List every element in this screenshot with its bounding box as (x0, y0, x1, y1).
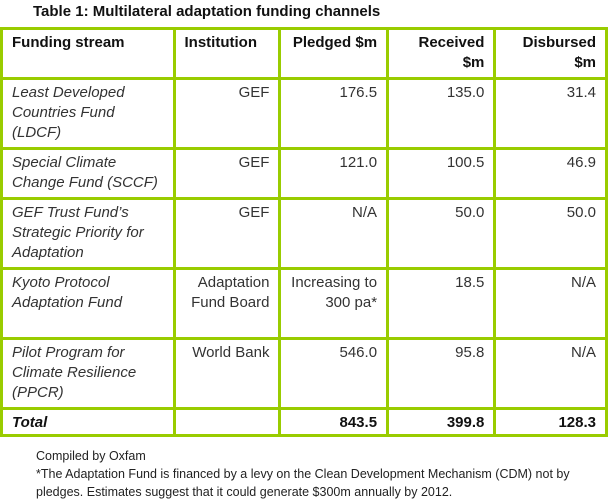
table-row: Kyoto Protocol Adaptation Fund Adaptation… (0, 267, 608, 340)
table-header-row: Funding stream Institution Pledged $m Re… (0, 27, 608, 80)
total-institution (172, 407, 282, 437)
cell-received: 95.8 (386, 337, 497, 410)
cell-institution: Adaptation Fund Board (172, 267, 282, 340)
cell-pledged: 546.0 (278, 337, 390, 410)
table-row: GEF Trust Fund’s Strategic Priority for … (0, 197, 608, 270)
cell-pledged: 121.0 (278, 147, 390, 200)
table-row: Special Climate Change Fund (SCCF) GEF 121… (0, 147, 608, 200)
cell-disbursed: 31.4 (493, 77, 608, 150)
cell-received: 18.5 (386, 267, 497, 340)
cell-institution: World Bank (172, 337, 282, 410)
cell-stream: Least Developed Countries Fund (LDCF) (0, 77, 176, 150)
funding-table: Funding stream Institution Pledged $m Re… (0, 27, 608, 437)
source-note: Compiled by Oxfam (36, 449, 146, 463)
cell-pledged: N/A (278, 197, 390, 270)
header-pledged: Pledged $m (278, 27, 390, 80)
header-institution: Institution (172, 27, 282, 80)
header-disbursed: Disbursed $m (493, 27, 608, 80)
total-label: Total (0, 407, 176, 437)
cell-stream: Pilot Program for Climate Resilience (PP… (0, 337, 176, 410)
cell-received: 135.0 (386, 77, 497, 150)
total-pledged: 843.5 (278, 407, 390, 437)
cell-disbursed: 46.9 (493, 147, 608, 200)
cell-received: 100.5 (386, 147, 497, 200)
table-title: Table 1: Multilateral adaptation funding… (33, 3, 381, 20)
header-received: Received $m (386, 27, 497, 80)
total-disbursed: 128.3 (493, 407, 608, 437)
cell-stream: Special Climate Change Fund (SCCF) (0, 147, 176, 200)
cell-institution: GEF (172, 147, 282, 200)
total-received: 399.8 (386, 407, 497, 437)
cell-stream: Kyoto Protocol Adaptation Fund (0, 267, 176, 340)
header-funding-stream: Funding stream (0, 27, 176, 80)
cell-disbursed: N/A (493, 337, 608, 410)
table-footer: Compiled by Oxfam *The Adaptation Fund i… (36, 447, 609, 501)
cell-disbursed: N/A (493, 267, 608, 340)
cell-received: 50.0 (386, 197, 497, 270)
cell-disbursed: 50.0 (493, 197, 608, 270)
cell-stream: GEF Trust Fund’s Strategic Priority for … (0, 197, 176, 270)
footnote: *The Adaptation Fund is financed by a le… (36, 467, 570, 499)
cell-pledged: Increasing to 300 pa* (278, 267, 390, 340)
cell-institution: GEF (172, 77, 282, 150)
total-row: Total 843.5 399.8 128.3 (0, 407, 608, 437)
cell-institution: GEF (172, 197, 282, 270)
table-row: Least Developed Countries Fund (LDCF) GEF… (0, 77, 608, 150)
cell-pledged: 176.5 (278, 77, 390, 150)
table-row: Pilot Program for Climate Resilience (PP… (0, 337, 608, 410)
